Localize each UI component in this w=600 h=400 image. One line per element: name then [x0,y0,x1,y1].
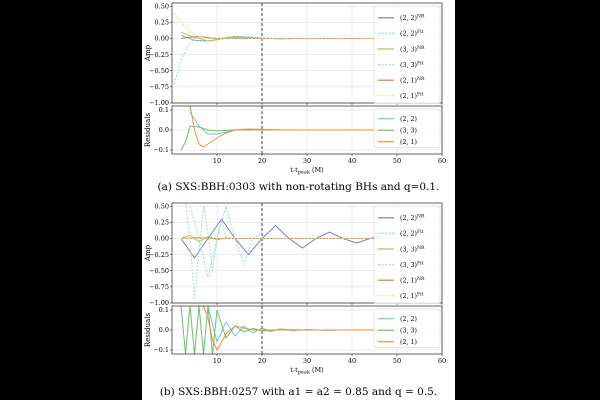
fig-a-res-ytick-label: 0.1 [159,106,169,114]
fig-a-amp-series-line [180,31,384,42]
fig-a-res-legend-label: (3, 3) [400,128,417,135]
fig-b-res-ytick-label: 0.0 [159,326,169,334]
fig-a-amp-ytick-label: −0.50 [149,67,169,75]
fig-b-res-legend-label: (3, 3) [400,328,417,335]
fig-b-amp-legend-label: (2, 2)Fit [400,229,424,238]
fig-b-amp-ytick-label: 0.50 [155,202,169,210]
fig-a-xlabel: t-tpeak (M) [290,166,324,176]
fig-a-amp-ytick-label: −0.25 [149,51,169,59]
fig-b-amp-legend-label: (3, 3)Fit [400,260,424,269]
figure-a-caption: (a) SXS:BBH:0303 with non-rotating BHs a… [157,181,440,193]
fig-b-amp-series-line [180,218,384,259]
fig-b-amp-ytick-label: 0.25 [155,219,169,227]
fig-a-res-xtick-label: 10 [213,157,221,165]
fig-a-amp-ytick-label: 0.00 [155,35,169,43]
fig-a-amp-legend-label: (2, 2)Fit [400,29,424,38]
fig-b-res-xtick-label: 30 [303,357,311,365]
fig-b-xlabel: t-tpeak (M) [290,366,324,376]
fig-b-amp-ytick-label: −0.75 [149,283,169,291]
fig-a-amp-legend-label: (2, 2)NR [400,14,425,23]
fig-b-amp-series-line [189,204,263,278]
fig-a-amp-panel: 0.50 0.25 0.00 −0.25 −0.50 −0.75 −1.00 Amp (2, 2… [144,2,443,107]
fig-a-res-xtick-label: 30 [303,157,311,165]
fig-a-amp-ylabel: Amp [144,44,152,62]
figure-b-caption: (b) SXS:BBH:0257 with a1 = a2 = 0.85 and… [159,386,438,398]
fig-a-res-ytick-label: 0.0 [159,126,169,134]
fig-b-res-xtick-label: 20 [258,357,266,365]
fig-a-amp-ytick-label: −0.75 [149,83,169,91]
fig-a-amp-legend [373,5,441,104]
fig-b-amp-ytick-label: −0.25 [149,251,169,259]
fig-b-res-legend-label: (2, 1) [400,339,417,346]
fig-b-amp-legend-label: (3, 3)NR [400,245,425,254]
fig-b-res-series-line [207,306,384,344]
fig-a-res-xtick-label: 50 [393,157,401,165]
fig-b-amp-ytick-label: 0.00 [155,235,169,243]
fig-b-res-ylabel: Residuals [144,312,152,347]
fig-b-res-ytick-label: −0.1 [153,346,169,354]
fig-a-res-xtick-label: 20 [258,157,266,165]
fig-a-amp-legend-label: (3, 3)Fit [400,60,424,69]
fig-a-amp-legend-label: (2, 1)Fit [400,92,424,101]
fig-b-res-legend-label: (2, 2) [400,316,417,323]
fig-a-amp-series-line [173,12,384,39]
fig-a-amp-legend-label: (2, 1)NR [400,76,425,85]
paper-page: 0.50 0.25 0.00 −0.25 −0.50 −0.75 −1.00 Amp (2, 2… [142,0,455,400]
fig-b-res-ytick-label: 0.1 [159,306,169,314]
fig-b-res-xtick-label: 40 [348,357,356,365]
fig-a-res-legend-label: (2, 1) [400,139,417,146]
fig-a-res-ylabel: Residuals [144,112,152,147]
fig-b-amp-legend [373,205,441,304]
fig-a-res-ytick-label: −0.1 [153,146,169,154]
fig-a-amp-ytick-label: 0.50 [155,2,169,10]
fig-a-amp-legend-label: (3, 3)NR [400,45,425,54]
fig-b-res-xtick-label: 50 [393,357,401,365]
fig-a-res-xtick-label: 40 [348,157,356,165]
fig-b-res-series-line [180,306,384,354]
fig-b-res-series-line [203,306,384,352]
fig-a-amp-ytick-label: 0.25 [155,19,169,27]
fig-b-amp-series-line [185,203,235,300]
figure-b: 0.50 0.25 0.00 −0.25 −0.50 −0.75 −1.00 Amp (2, 2… [144,202,446,376]
fig-a-amp-series-line [180,34,384,42]
fig-b-res-xtick-label: 10 [213,357,221,365]
fig-b-amp-ytick-label: −0.50 [149,267,169,275]
fig-a-amp-ytick-label: −1.00 [149,99,169,107]
fig-b-amp-legend-label: (2, 2)NR [400,214,425,223]
fig-a-res-xtick-label: 60 [438,157,446,165]
fig-b-amp-ylabel: Amp [144,244,152,262]
fig-b-amp-panel: 0.50 0.25 0.00 −0.25 −0.50 −0.75 −1.00 Amp (2, 2… [144,202,443,307]
fig-b-res-xtick-label: 60 [438,357,446,365]
figure-a: 0.50 0.25 0.00 −0.25 −0.50 −0.75 −1.00 Amp (2, 2… [144,2,446,176]
fig-b-amp-legend-label: (2, 1)NR [400,276,425,285]
fig-a-res-series-line [189,106,384,148]
fig-b-amp-legend-label: (2, 1)Fit [400,292,424,301]
fig-a-res-legend-label: (2, 2) [400,116,417,123]
fig-b-amp-ytick-label: −1.00 [149,299,169,307]
